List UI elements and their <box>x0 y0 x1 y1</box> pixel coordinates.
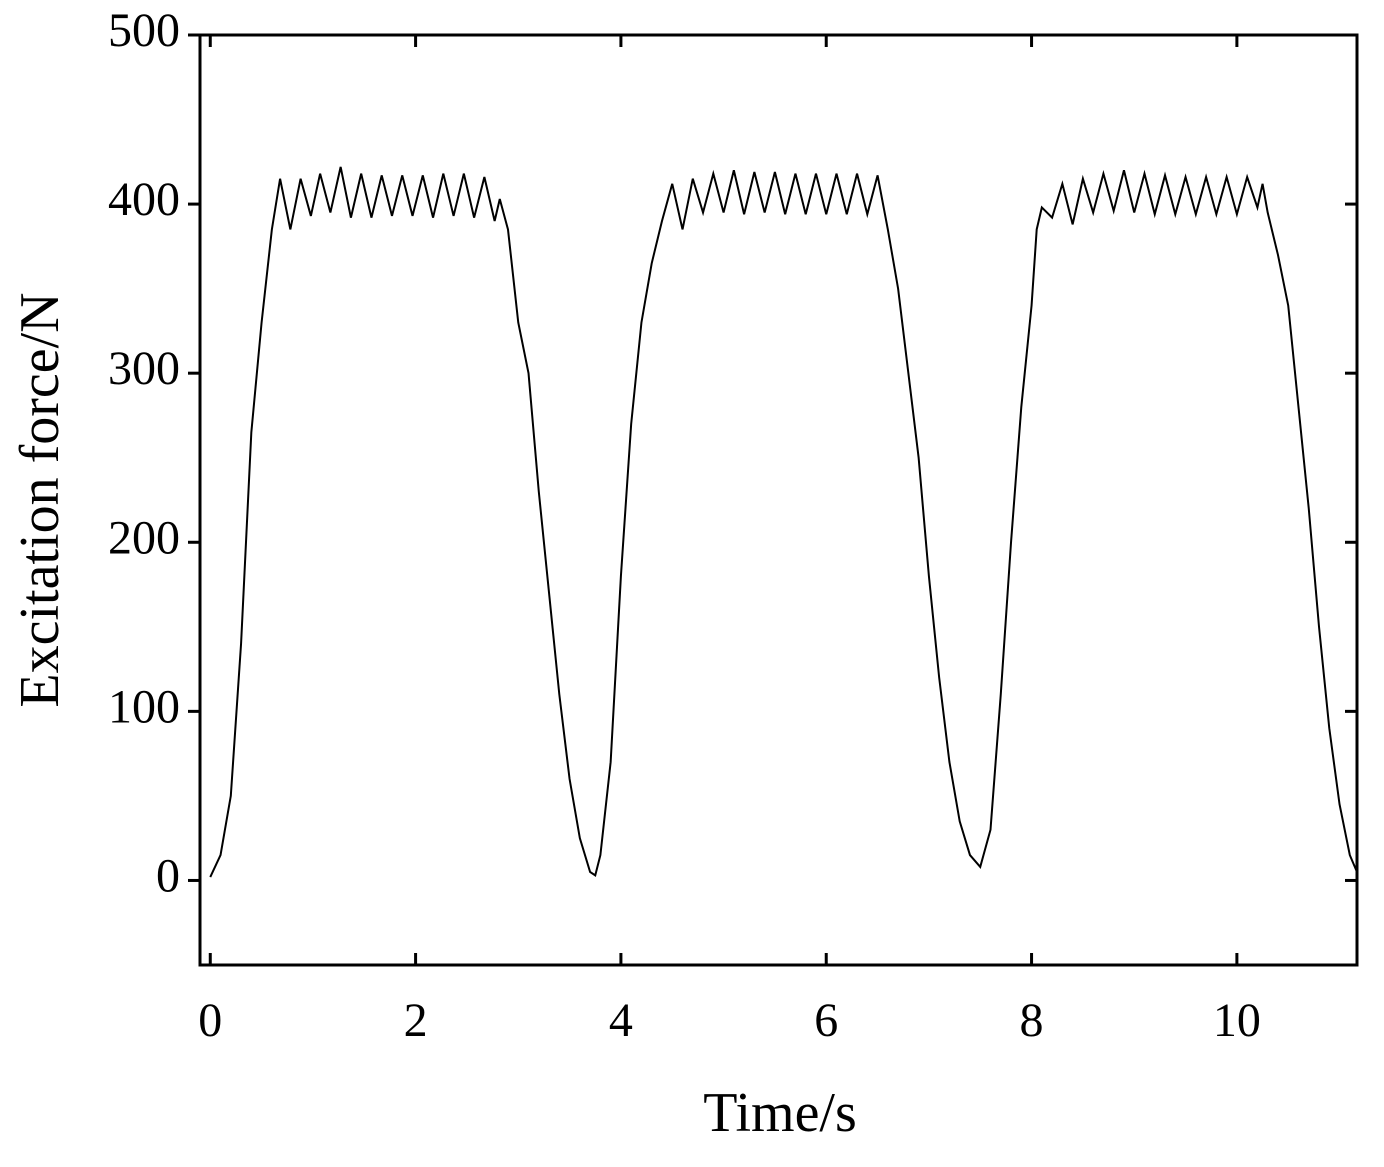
plot-frame <box>198 33 1359 967</box>
y-tick-label: 400 <box>108 173 180 226</box>
x-tick-label: 2 <box>404 994 428 1047</box>
x-tick-label: 4 <box>609 994 633 1047</box>
data-line <box>209 166 1358 878</box>
x-tick-label: 0 <box>198 994 222 1047</box>
x-tick-label: 10 <box>1213 994 1261 1047</box>
y-tick-label: 200 <box>108 511 180 564</box>
y-tick-label: 100 <box>108 680 180 733</box>
x-tick-label: 8 <box>1020 994 1044 1047</box>
x-tick-label: 6 <box>814 994 838 1047</box>
y-tick-label: 500 <box>108 4 180 57</box>
y-tick-label: 300 <box>108 342 180 395</box>
y-axis-title: Excitation force/N <box>9 292 71 707</box>
y-tick-label: 0 <box>156 849 180 902</box>
x-axis-title: Time/s <box>703 1082 857 1144</box>
